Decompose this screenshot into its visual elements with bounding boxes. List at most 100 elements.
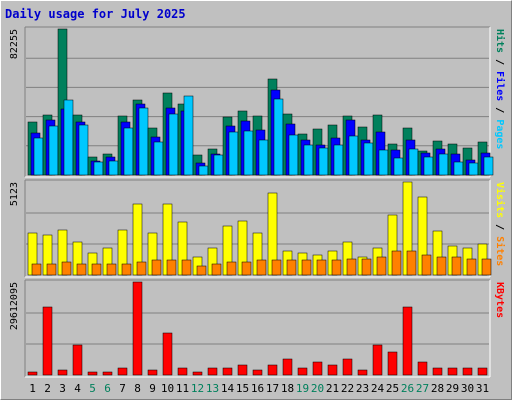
bar-kbytes-day-6: [102, 371, 113, 376]
bar-sites-day-6: [106, 263, 117, 276]
bar-kbytes-day-21: [327, 364, 338, 376]
legend-separator: /: [494, 53, 505, 71]
bar-kbytes-day-28: [432, 367, 443, 376]
x-tick-label: 26: [401, 382, 414, 395]
bar-pages-day-16: [258, 139, 269, 176]
x-tick-label: 10: [161, 382, 174, 395]
x-tick-label: 24: [371, 382, 385, 395]
x-tick-label: 18: [281, 382, 294, 395]
legend-kbytes: KBytes: [494, 282, 505, 318]
bar-pages-day-28: [438, 153, 449, 176]
bar-kbytes-day-22: [342, 358, 353, 376]
bar-kbytes-day-19: [297, 367, 308, 376]
x-tick-label: 7: [119, 382, 126, 395]
bar-pages-day-17: [273, 98, 284, 176]
bar-sites-day-3: [61, 261, 72, 276]
legend-visits: Visits: [494, 182, 506, 218]
bar-pages-day-29: [453, 161, 464, 176]
bar-kbytes-day-13: [207, 367, 218, 376]
bar-kbytes-day-17: [267, 364, 278, 376]
bar-pages-day-30: [468, 162, 479, 176]
panel-bottom-series-legend: KBytes: [494, 282, 505, 318]
bar-pages-day-11: [183, 95, 194, 176]
bar-sites-day-21: [331, 259, 342, 276]
bar-sites-day-13: [211, 263, 222, 276]
bar-pages-day-25: [393, 157, 404, 176]
x-tick-label: 16: [251, 382, 264, 395]
x-tick-label: 22: [341, 382, 354, 395]
bar-sites-day-7: [121, 263, 132, 276]
x-tick-label: 25: [386, 382, 399, 395]
bar-sites-day-15: [241, 261, 252, 276]
x-tick-label: 31: [476, 382, 489, 395]
bar-kbytes-day-16: [252, 369, 263, 376]
bar-sites-day-27: [421, 254, 432, 276]
bar-kbytes-day-26: [402, 306, 413, 376]
panel-top-max-label: 82255: [9, 29, 20, 59]
bar-pages-day-4: [78, 124, 89, 176]
bar-pages-day-3: [63, 99, 74, 176]
bar-kbytes-day-27: [417, 361, 428, 376]
bar-sites-day-19: [301, 259, 312, 276]
bar-pages-day-2: [48, 125, 59, 176]
bar-pages-day-23: [363, 142, 374, 176]
bar-pages-day-5: [93, 161, 104, 176]
x-tick-label: 12: [191, 382, 204, 395]
legend-separator: /: [494, 101, 505, 119]
bar-kbytes-day-9: [147, 369, 158, 376]
bar-pages-day-31: [483, 156, 494, 176]
x-tick-label: 3: [59, 382, 66, 395]
x-tick-label: 1: [29, 382, 36, 395]
x-tick-label: 30: [461, 382, 474, 395]
bar-sites-day-24: [376, 256, 387, 276]
bar-kbytes-day-24: [372, 344, 383, 376]
bar-pages-day-19: [303, 144, 314, 176]
bar-pages-day-9: [153, 141, 164, 176]
x-tick-label: 8: [134, 382, 141, 395]
bar-sites-day-10: [166, 259, 177, 276]
bar-pages-day-1: [33, 137, 44, 176]
bar-kbytes-day-5: [87, 371, 98, 376]
x-tick-label: 14: [221, 382, 235, 395]
bar-kbytes-day-20: [312, 361, 323, 376]
legend-sep: /: [494, 218, 505, 236]
x-tick-label: 17: [266, 382, 279, 395]
bar-sites-day-14: [226, 261, 237, 276]
x-tick-label: 9: [149, 382, 156, 395]
x-tick-label: 20: [311, 382, 324, 395]
bar-pages-day-14: [228, 131, 239, 176]
panel-top-series-legend: Hits / Files / Pages: [494, 29, 506, 149]
bar-kbytes-day-12: [192, 371, 203, 376]
bar-sites-day-16: [256, 259, 267, 276]
bar-sites-day-18: [286, 259, 297, 276]
bar-kbytes-day-3: [57, 369, 68, 376]
bar-kbytes-day-11: [177, 367, 188, 376]
x-tick-label: 21: [326, 382, 339, 395]
bar-kbytes-day-14: [222, 367, 233, 376]
bar-kbytes-day-23: [357, 369, 368, 376]
bar-pages-day-7: [123, 127, 134, 176]
panel-middle-series-legend: Visits / Sites: [494, 182, 506, 266]
x-tick-label: 6: [104, 382, 111, 395]
legend-sites: Sites: [494, 236, 506, 266]
x-tick-label: 28: [431, 382, 444, 395]
bar-pages-day-18: [288, 134, 299, 176]
bar-pages-day-15: [243, 130, 254, 176]
bar-sites-day-11: [181, 259, 192, 276]
bar-sites-day-17: [271, 259, 282, 276]
bar-pages-day-27: [423, 156, 434, 176]
bar-kbytes-day-15: [237, 364, 248, 376]
x-tick-label: 29: [446, 382, 459, 395]
bar-sites-day-8: [136, 261, 147, 276]
legend-hits: Hits: [494, 29, 506, 53]
bar-sites-day-25: [391, 250, 402, 276]
bar-sites-day-20: [316, 259, 327, 276]
x-tick-label: 27: [416, 382, 429, 395]
bar-kbytes-day-4: [72, 344, 83, 376]
bar-sites-day-4: [76, 263, 87, 276]
bar-pages-day-22: [348, 135, 359, 176]
bar-pages-day-13: [213, 154, 224, 176]
x-tick-label: 13: [206, 382, 219, 395]
legend-files: Files: [494, 71, 506, 101]
